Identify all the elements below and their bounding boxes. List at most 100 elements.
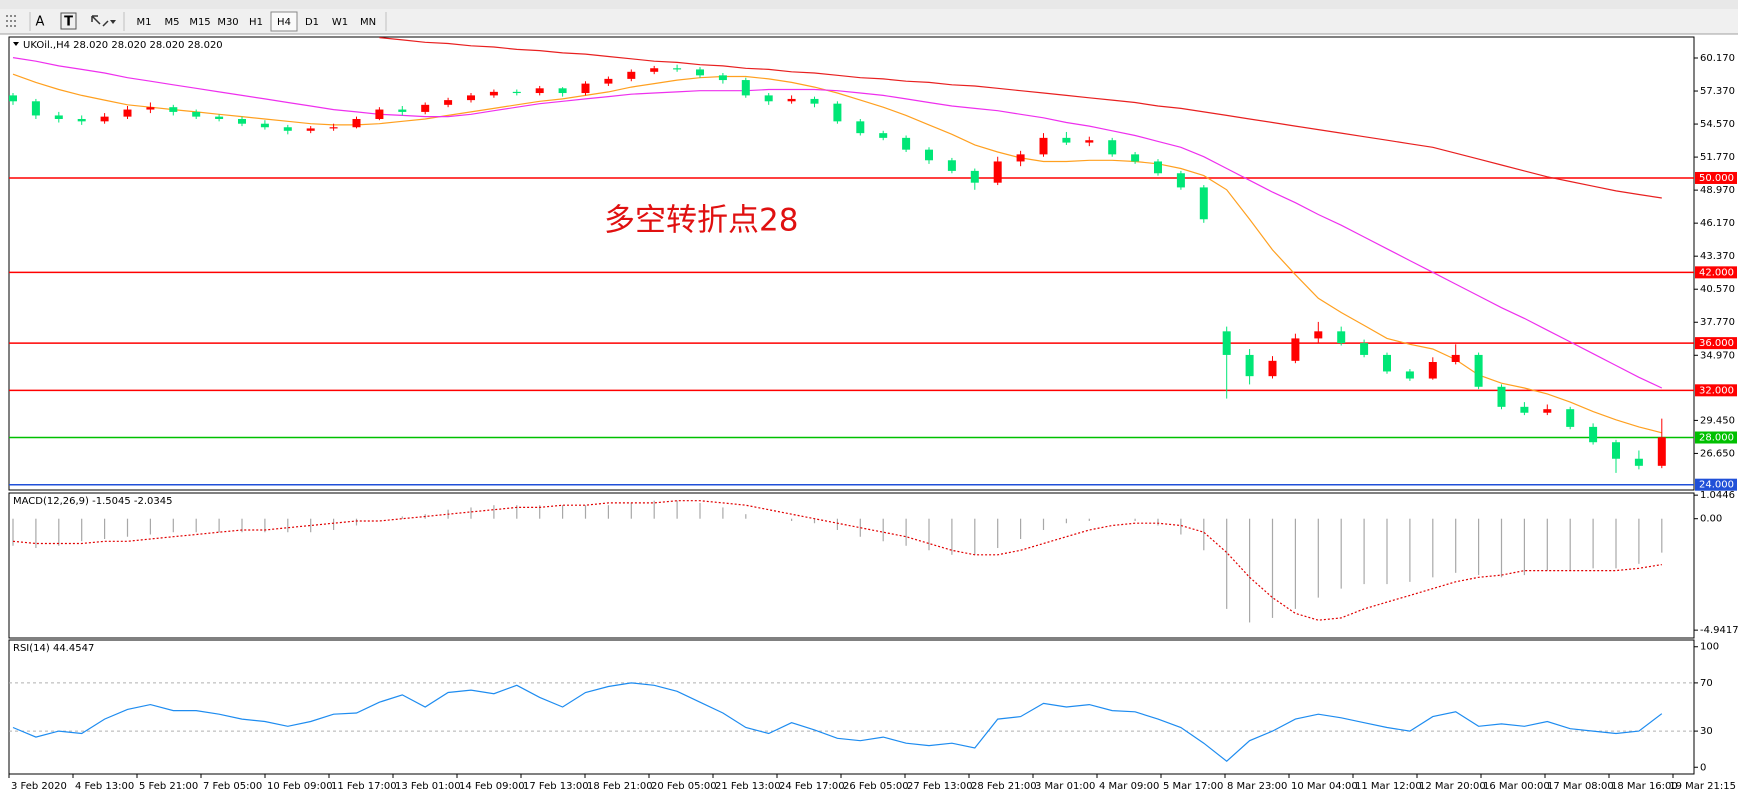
x-tick-label: 28 Feb 21:00 bbox=[971, 781, 1037, 792]
candle-body bbox=[581, 83, 590, 94]
x-tick-label: 4 Feb 13:00 bbox=[75, 781, 134, 792]
candle-body bbox=[1405, 371, 1414, 379]
x-tick-label: 11 Mar 12:00 bbox=[1355, 781, 1422, 792]
objects-icon[interactable] bbox=[91, 15, 109, 27]
candle-body bbox=[1474, 354, 1483, 387]
candle-body bbox=[650, 68, 659, 72]
x-tick-label: 16 Mar 00:00 bbox=[1483, 781, 1550, 792]
candle-body bbox=[146, 107, 155, 110]
candle-body bbox=[54, 115, 63, 119]
candle-body bbox=[993, 161, 1002, 183]
candle-body bbox=[879, 133, 888, 138]
candle-body bbox=[535, 88, 544, 94]
candle-body bbox=[238, 118, 246, 124]
dropdown-arrow[interactable] bbox=[110, 20, 116, 24]
timeframe-button[interactable]: M30 bbox=[217, 17, 238, 28]
candle-body bbox=[1062, 137, 1071, 143]
candle-body bbox=[123, 109, 132, 117]
y-tick-label: 46.170 bbox=[1700, 218, 1735, 229]
timeframe-button[interactable]: M15 bbox=[189, 17, 210, 28]
candle-body bbox=[1589, 426, 1598, 443]
plot-area bbox=[9, 37, 1694, 486]
menu-triangle bbox=[13, 42, 19, 46]
level-label-bg bbox=[1695, 171, 1737, 184]
x-tick-label: 17 Mar 08:00 bbox=[1547, 781, 1614, 792]
candle-body bbox=[9, 95, 17, 102]
candle-body bbox=[1337, 331, 1346, 344]
text-tool[interactable]: A bbox=[36, 15, 45, 30]
x-tick-label: 11 Feb 17:00 bbox=[331, 781, 397, 792]
x-tick-label: 13 Feb 01:00 bbox=[395, 781, 461, 792]
candle-body bbox=[421, 104, 430, 112]
y-tick-label: 60.170 bbox=[1700, 53, 1735, 64]
candle-body bbox=[31, 101, 40, 116]
candle-body bbox=[696, 69, 704, 76]
panel-title: UKOil.,H4 28.020 28.020 28.020 28.020 bbox=[23, 40, 223, 51]
y-tick-label: 43.370 bbox=[1700, 251, 1735, 262]
y-tick-label: 51.770 bbox=[1700, 152, 1735, 163]
candle-body bbox=[283, 127, 292, 131]
candle-body bbox=[444, 100, 453, 105]
candle-body bbox=[947, 160, 956, 171]
x-tick-label: 12 Mar 20:00 bbox=[1419, 781, 1486, 792]
candle-body bbox=[169, 107, 178, 112]
level-label-bg bbox=[1695, 337, 1737, 350]
y-tick-label: 1.0446 bbox=[1700, 490, 1735, 501]
candle-body bbox=[1016, 154, 1025, 162]
candle-body bbox=[1566, 409, 1575, 427]
y-tick-label: 48.970 bbox=[1700, 185, 1735, 196]
candle-body bbox=[1314, 331, 1323, 339]
timeframe-button[interactable]: H1 bbox=[249, 17, 263, 28]
candle-body bbox=[1634, 458, 1643, 466]
x-tick-label: 10 Mar 04:00 bbox=[1291, 781, 1358, 792]
candle-body bbox=[627, 71, 636, 79]
level-label-bg bbox=[1695, 266, 1737, 279]
timeframe-button[interactable]: M5 bbox=[165, 17, 180, 28]
y-tick-label: 30 bbox=[1700, 726, 1713, 737]
moving-average bbox=[12, 57, 1663, 389]
x-tick-label: 4 Mar 09:00 bbox=[1099, 781, 1159, 792]
timeframe-button[interactable]: D1 bbox=[305, 17, 319, 28]
text-label-tool[interactable]: T bbox=[64, 15, 73, 30]
candle-body bbox=[1154, 161, 1162, 174]
candle-body bbox=[100, 116, 109, 122]
candle-body bbox=[1108, 140, 1117, 155]
candle-body bbox=[856, 121, 865, 134]
candle-body bbox=[306, 128, 315, 131]
candle-body bbox=[260, 123, 269, 128]
level-label: 32.000 bbox=[1699, 385, 1734, 396]
top-strip bbox=[0, 0, 1738, 9]
level-label: 42.000 bbox=[1699, 267, 1734, 278]
y-tick-label: 26.650 bbox=[1700, 448, 1735, 459]
x-tick-label: 27 Feb 13:00 bbox=[907, 781, 973, 792]
candle-body bbox=[902, 137, 911, 150]
y-tick-label: 34.970 bbox=[1700, 350, 1735, 361]
candle-body bbox=[1612, 442, 1620, 459]
candle-body bbox=[1543, 409, 1552, 413]
candle-body bbox=[192, 111, 201, 117]
x-tick-label: 10 Feb 09:00 bbox=[267, 781, 333, 792]
candle-body bbox=[375, 109, 384, 119]
x-tick-label: 18 Feb 21:00 bbox=[587, 781, 653, 792]
y-tick-label: 37.770 bbox=[1700, 317, 1735, 328]
timeframe-button[interactable]: H4 bbox=[277, 17, 291, 28]
candle-body bbox=[1085, 140, 1094, 143]
candle-body bbox=[215, 116, 224, 119]
x-tick-label: 21 Feb 13:00 bbox=[715, 781, 781, 792]
timeframe-button[interactable]: MN bbox=[360, 17, 376, 28]
candle-body bbox=[1199, 187, 1208, 220]
candle-body bbox=[764, 95, 773, 102]
candle-body bbox=[604, 78, 613, 84]
x-tick-label: 19 Mar 21:15 bbox=[1669, 781, 1736, 792]
timeframe-button[interactable]: M1 bbox=[137, 17, 152, 28]
x-tick-label: 3 Feb 2020 bbox=[11, 781, 67, 792]
candle-body bbox=[467, 95, 475, 101]
level-label-bg bbox=[1695, 478, 1737, 491]
x-tick-label: 18 Mar 16:00 bbox=[1611, 781, 1678, 792]
timeframe-button[interactable]: W1 bbox=[332, 17, 348, 28]
candle-body bbox=[1268, 360, 1277, 377]
candle-body bbox=[741, 80, 750, 96]
annotation: 多空转折点28 bbox=[604, 203, 798, 239]
candle-body bbox=[1176, 173, 1185, 188]
